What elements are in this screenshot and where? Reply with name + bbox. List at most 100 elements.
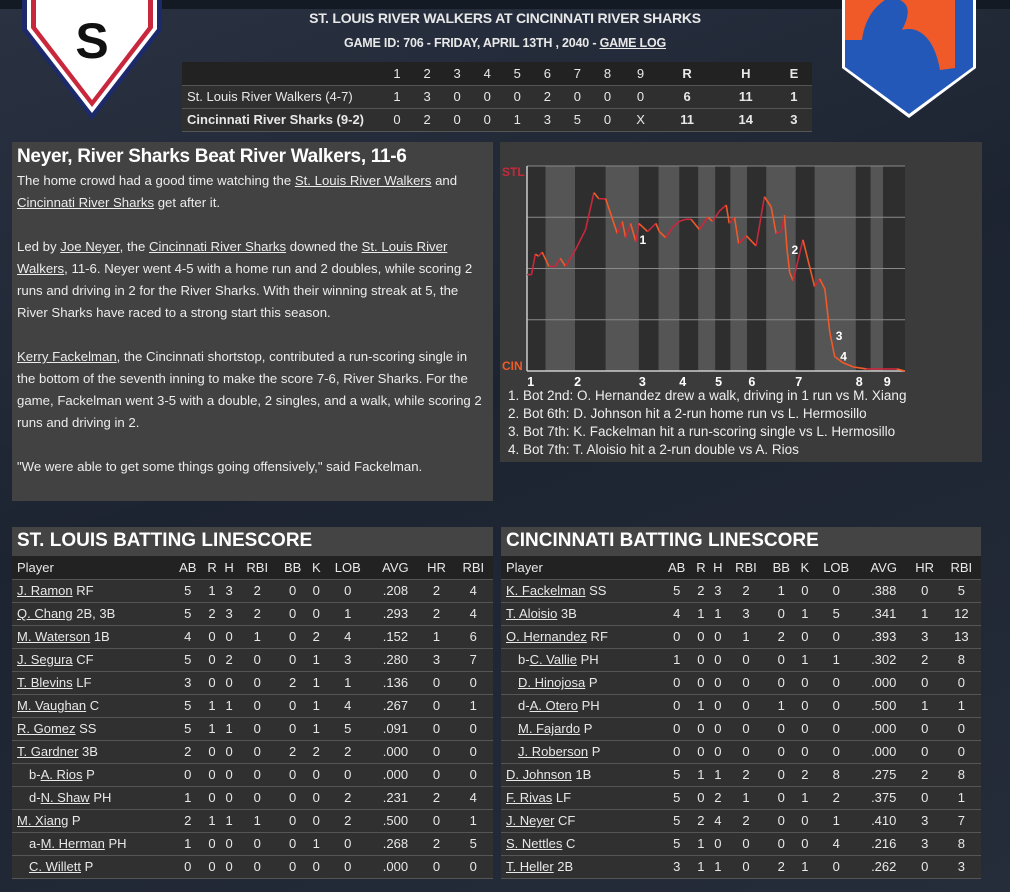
stat-cell: 1 [308,671,325,695]
stat-cell: 8 [812,763,860,787]
player-link[interactable]: C. Willett [29,859,81,874]
player-link[interactable]: T. Gardner [17,744,79,759]
batter-row: T. Heller 2B 3 1 1 0 2 1 0.262 0 3 [501,855,981,879]
linescore-cell: 1 [775,85,812,109]
player-link[interactable]: F. Rivas [506,790,553,805]
top-team-label: STL [502,165,525,179]
player-link[interactable]: C. Vallie [529,652,578,667]
linescore-cell: 3 [775,108,812,132]
away-team-logo[interactable]: S [16,0,168,122]
player-position: C [562,836,576,851]
stat-cell: 4 [324,694,372,718]
game-id-date: GAME ID: 706 - FRIDAY, APRIL 13TH , 2040… [343,36,600,50]
player-link[interactable]: D. Hinojosa [518,675,586,690]
player-link[interactable]: J. Segura [17,652,73,667]
stat-cell: 0 [796,579,813,603]
player-link[interactable]: O. Hernandez [506,629,587,644]
stat-cell: 2 [172,809,204,833]
inning-tick-label: 2 [574,375,581,387]
stat-cell: 0 [324,832,372,856]
stat-cell: 2 [692,579,710,603]
stat-cell: .410 [859,809,908,833]
player-link[interactable]: A. Rios [40,767,83,782]
player-link[interactable]: N. Shaw [40,790,90,805]
stat-cell: 1 [203,579,221,603]
player-link[interactable]: A. Otero [529,698,578,713]
batter-row: d-A. Otero PH 0 1 0 0 1 0 0.500 1 1 [501,694,981,718]
stat-cell: 0 [709,671,727,695]
stat-cell: 3 [324,648,372,672]
player-link[interactable]: R. Gomez [17,721,76,736]
stat-cell: 2 [308,625,325,649]
stat-cell: 0 [276,717,309,741]
player-link[interactable]: Q. Chang [17,606,73,621]
win-prob-segment [564,249,577,267]
stat-cell: 0 [726,832,766,856]
win-prob-segment [792,239,804,281]
linescore-cell: 3 [412,85,443,109]
player-link[interactable]: M. Xiang [17,813,69,828]
story-link[interactable]: Joe Neyer [60,239,120,254]
column-header: RBI [453,556,493,580]
player-link[interactable]: J. Ramon [17,583,73,598]
linescore-row: Cincinnati River Sharks (9-2) 0 2 0 0 1 3 5 0 X 11… [182,108,812,132]
player-link[interactable]: J. Neyer [506,813,555,828]
stat-cell: 1 [692,694,710,718]
story-paragraph: Led by Joe Neyer, the Cincinnati River S… [17,236,488,324]
player-link[interactable]: M. Vaughan [17,698,87,713]
stat-cell: 0 [709,625,727,649]
batting-title: ST. LOUIS BATTING LINESCORE [12,527,493,556]
linescore-cell: 1 [382,85,413,109]
game-log-link[interactable]: GAME LOG [599,36,667,50]
player-link[interactable]: J. Roberson [518,744,589,759]
stat-cell: 0 [765,809,797,833]
stat-cell: .152 [371,625,420,649]
stat-cell: 0 [765,832,797,856]
player-link[interactable]: T. Aloisio [506,606,558,621]
stat-cell: 5 [661,579,693,603]
home-team-logo[interactable] [840,0,978,120]
story-link[interactable]: St. Louis River Walkers [294,173,432,188]
sub-prefix: b- [29,767,41,782]
stat-cell: 1 [692,832,710,856]
player-cell: b-C. Vallie PH [501,648,661,672]
player-link[interactable]: S. Nettles [506,836,563,851]
stat-cell: 0 [812,694,860,718]
batter-row: T. Blevins LF 3 0 0 0 2 1 1.136 0 0 [12,671,493,695]
player-link[interactable]: T. Blevins [17,675,73,690]
stat-cell: 1 [709,602,727,626]
win-prob-segment [828,331,836,357]
player-link[interactable]: M. Fajardo [518,721,581,736]
stat-cell: 2 [419,832,454,856]
stat-cell: 0 [172,763,204,787]
win-prob-segment [655,223,661,232]
player-position: SS [75,721,97,736]
player-link[interactable]: K. Fackelman [506,583,586,598]
stat-cell: 0 [661,671,693,695]
stat-cell: 1 [203,717,221,741]
stat-cell: 0 [765,717,797,741]
story-link[interactable]: Kerry Fackelman [17,349,117,364]
stat-cell: 2 [324,740,372,764]
story-link[interactable]: Cincinnati River Sharks [148,239,287,254]
stat-cell: 6 [453,625,493,649]
player-link[interactable]: T. Heller [506,859,554,874]
stat-cell: 0 [220,763,238,787]
player-link[interactable]: M. Herman [40,836,105,851]
sub-prefix: d- [29,790,41,805]
chart-note: 4. Bot 7th: T. Aloisio hit a 2-run doubl… [508,442,799,457]
linescore-cell: 0 [472,108,503,132]
win-prob-segment [559,257,567,267]
stat-cell: 1 [220,809,238,833]
linescore-col-header: 6 [532,62,563,86]
player-link[interactable]: M. Waterson [17,629,91,644]
sub-prefix: a- [29,836,41,851]
inning-tick-label: 4 [679,375,686,387]
player-link[interactable]: D. Johnson [506,767,572,782]
story-link[interactable]: St. Louis River Walkers [17,239,448,276]
play-annotation: 4 [840,350,847,364]
stat-cell: 0 [276,809,309,833]
story-text: and [431,173,458,188]
linescore-col-header [182,62,382,86]
story-link[interactable]: Cincinnati River Sharks [17,195,155,210]
